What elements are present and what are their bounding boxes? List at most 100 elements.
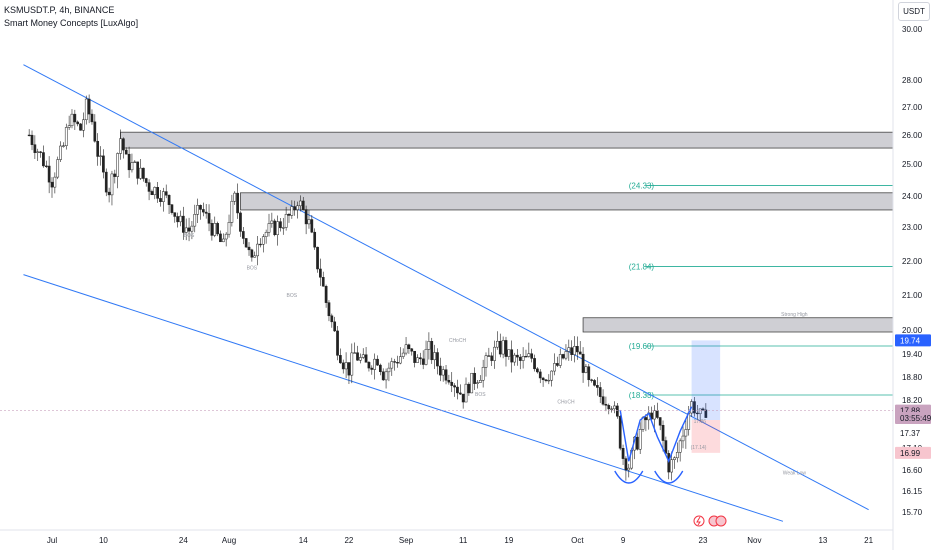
candle-body xyxy=(136,161,140,179)
candle-body xyxy=(678,440,682,453)
candle-body xyxy=(207,213,211,224)
candle-body xyxy=(281,227,285,229)
candle-body xyxy=(224,233,228,240)
candle-body xyxy=(556,363,559,366)
candle-body xyxy=(244,238,248,248)
candle-body xyxy=(561,354,565,359)
trendline-lower[interactable] xyxy=(23,274,784,522)
candle-body xyxy=(681,435,685,442)
candle-body xyxy=(196,205,199,215)
price-tick-label: 22.00 xyxy=(902,257,923,266)
indicator-title[interactable]: Smart Money Concepts [LuxAlgo] xyxy=(4,18,139,28)
price-tick-label: 20.00 xyxy=(902,326,923,335)
candle-body xyxy=(407,344,411,349)
candle-body xyxy=(150,191,154,196)
price-tag xyxy=(895,446,931,459)
price-tag-label: 16.99 xyxy=(900,449,921,458)
target-zone[interactable] xyxy=(691,340,721,420)
candle-body xyxy=(675,452,679,459)
candle-body xyxy=(199,205,202,210)
long-position-tool[interactable]: 17.86 (17.14) xyxy=(691,340,721,453)
candle-body xyxy=(287,213,291,216)
symbol-title[interactable]: KSMUSDT.P, 4h, BINANCE xyxy=(4,5,115,15)
candle-body xyxy=(236,192,239,214)
price-tick-label: 24.00 xyxy=(902,192,923,201)
stop-zone[interactable] xyxy=(691,420,721,453)
candle-body xyxy=(124,149,128,155)
candle-body xyxy=(441,369,445,376)
candle-body xyxy=(50,181,54,188)
time-tick-label: 9 xyxy=(621,536,626,545)
candle-body xyxy=(501,340,505,355)
candle-body xyxy=(336,330,339,356)
candle-body xyxy=(133,161,137,163)
time-tick-label: 22 xyxy=(344,536,353,545)
candle-body xyxy=(587,366,591,381)
price-axis[interactable]: 30.00 28.00 27.00 26.00 25.00 24.00 23.00 22.00… xyxy=(902,25,923,517)
currency-selector[interactable]: USDT xyxy=(898,2,930,21)
lightning-icon[interactable] xyxy=(693,515,705,527)
price-tick-label: 26.00 xyxy=(902,131,923,140)
price-tick-label: 18.20 xyxy=(902,396,923,405)
candle-body xyxy=(164,191,168,196)
candle-body xyxy=(504,340,508,357)
candle-body xyxy=(453,385,456,388)
candle-body xyxy=(190,225,194,232)
smc-label: BOS xyxy=(287,293,298,299)
us-flag-icon-2[interactable] xyxy=(715,515,727,527)
double-bottom-pattern xyxy=(614,406,693,484)
smc-annotations: BOS BOS BOS CHoCH BOS CHoCH Strong High Weak Lo… xyxy=(184,233,808,476)
time-axis[interactable]: Jul 10 24 Aug 14 22 Sep 11 19 Oct 9 23 Nov 13 21 xyxy=(47,536,874,545)
time-tick-label: 13 xyxy=(818,536,827,545)
candle-body xyxy=(142,167,145,179)
candle-body xyxy=(216,223,219,235)
smc-label: Strong High xyxy=(781,312,808,318)
candles xyxy=(27,94,708,481)
candle-body xyxy=(87,98,91,115)
candle-body xyxy=(438,365,442,376)
candle-body xyxy=(570,347,574,355)
time-tick-label: 14 xyxy=(299,536,308,545)
candle-body xyxy=(67,125,71,128)
event-icons[interactable] xyxy=(693,515,727,527)
candle-body xyxy=(464,383,468,403)
candle-body xyxy=(227,222,231,235)
candle-body xyxy=(496,340,499,348)
double-bottom-arc xyxy=(614,470,644,484)
candle-body xyxy=(644,417,648,421)
candle-body xyxy=(42,152,45,167)
candle-body xyxy=(339,355,342,364)
candle-body xyxy=(458,392,462,395)
candle-body xyxy=(370,367,374,370)
candle-body xyxy=(673,457,676,460)
fib-level-label: (21.84) xyxy=(629,262,655,271)
candle-body xyxy=(233,192,237,202)
candle-body xyxy=(273,220,277,236)
candle-body xyxy=(513,354,516,363)
trendline-upper[interactable] xyxy=(23,64,869,511)
candle-body xyxy=(487,355,491,357)
candle-body xyxy=(461,393,465,403)
candle-body xyxy=(387,367,391,373)
candle-body xyxy=(635,436,639,450)
candle-body xyxy=(427,341,431,350)
candle-body xyxy=(184,227,188,233)
candle-body xyxy=(576,346,579,353)
candle-body xyxy=(253,255,257,258)
candle-body xyxy=(130,162,134,171)
price-tag xyxy=(895,412,931,424)
smc-label: BOS xyxy=(184,233,195,239)
smc-label: Weak Low xyxy=(783,471,807,477)
candle-body xyxy=(433,352,436,361)
candle-body xyxy=(304,209,308,225)
fib-levels: (24.33) (21.84) (19.60) (18.33) xyxy=(629,181,893,400)
time-tick-label: Sep xyxy=(399,536,414,545)
candle-body xyxy=(247,246,251,251)
supply-zone xyxy=(120,131,894,149)
candle-body xyxy=(590,379,593,381)
candle-body xyxy=(356,352,359,361)
candle-body xyxy=(470,372,474,394)
candle-body xyxy=(96,140,100,157)
candle-body xyxy=(307,219,311,225)
